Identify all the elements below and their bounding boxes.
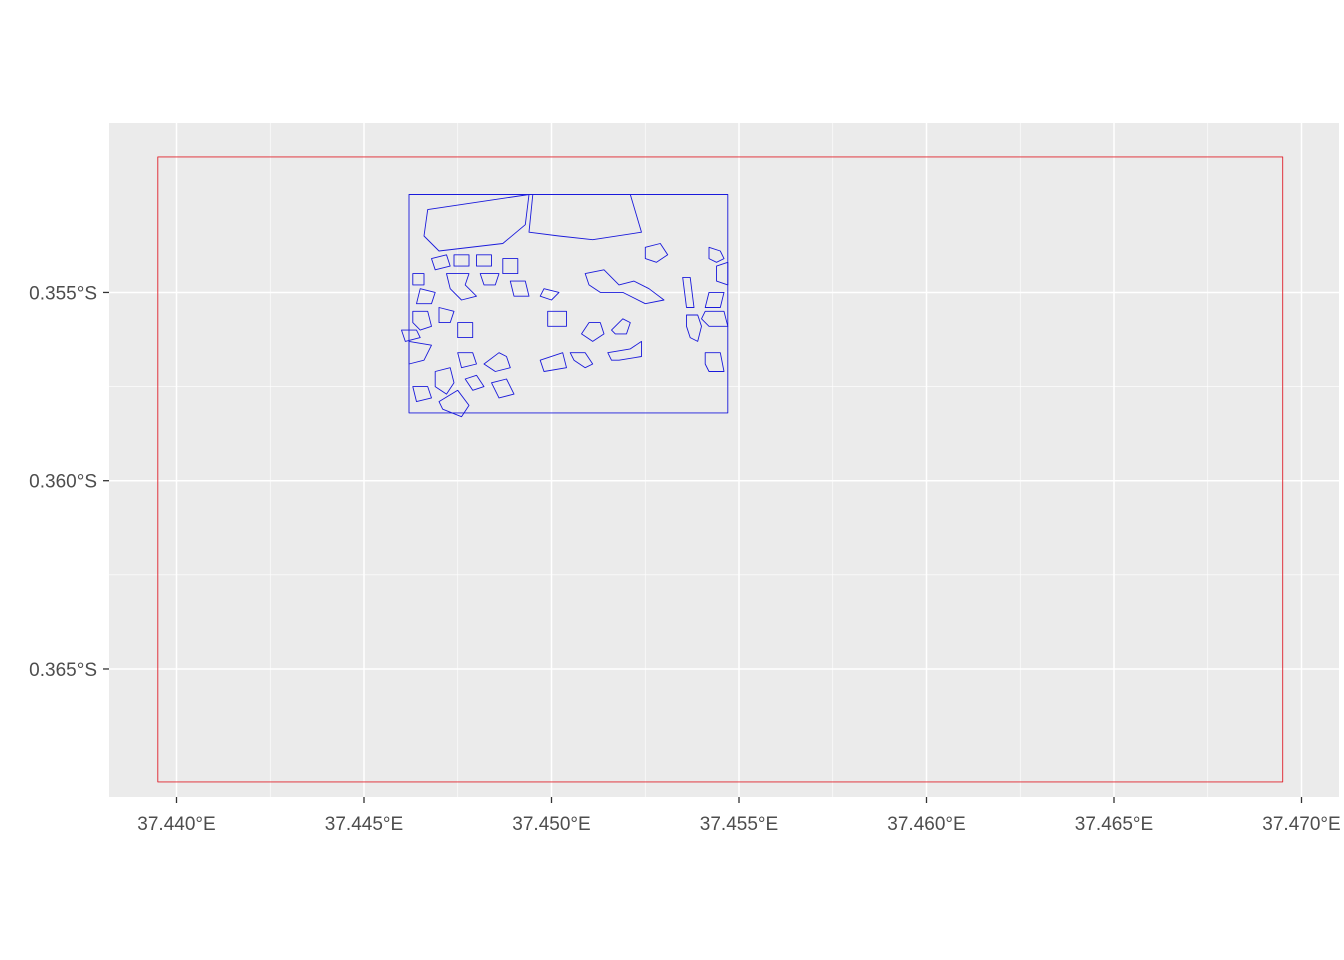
fields-polygon <box>716 261 729 286</box>
fields-polygon <box>569 352 594 369</box>
y-axis: 0.355°S 0.360°S 0.365°S <box>29 283 109 681</box>
fields-polygon <box>412 386 432 403</box>
fields-polygon <box>401 329 421 342</box>
outer-extent-polygon <box>157 156 1284 783</box>
x-tick-label: 37.460°E <box>887 814 965 835</box>
fields-polygon <box>704 291 725 308</box>
fields-polygon <box>438 389 470 418</box>
y-tick-label: 0.365°S <box>29 660 97 681</box>
fields-polygon <box>502 258 519 275</box>
x-tick-label: 37.470°E <box>1262 814 1340 835</box>
x-tick-label: 37.455°E <box>700 814 778 835</box>
plot-panel <box>109 123 1339 797</box>
fields-polygon <box>464 374 485 391</box>
fields-polygon <box>509 280 530 297</box>
x-tick-label: 37.440°E <box>137 814 215 835</box>
fields-polygon <box>408 340 432 365</box>
fields-polygon <box>644 243 669 263</box>
fields-polygon <box>412 273 425 286</box>
fields-polygon <box>704 352 725 372</box>
x-tick-label: 37.450°E <box>512 814 590 835</box>
fields-layer <box>401 194 729 418</box>
fields-polygon <box>686 314 702 342</box>
y-tick-label: 0.360°S <box>29 472 97 493</box>
fields-polygon <box>584 269 665 305</box>
fields-polygon <box>581 322 605 342</box>
y-tick-label: 0.355°S <box>29 283 97 304</box>
fields-polygon <box>434 367 455 395</box>
fields-polygon <box>611 318 631 335</box>
fields-polygon <box>412 310 432 331</box>
fields-polygon <box>528 194 642 241</box>
fields-polygon <box>491 378 515 399</box>
fields-polygon <box>682 276 695 308</box>
fields-polygon <box>431 254 451 271</box>
fields-polygon <box>483 352 511 372</box>
fields-polygon <box>438 307 455 324</box>
fields-polygon <box>476 254 492 267</box>
fields-polygon <box>708 246 725 263</box>
fields-polygon <box>423 194 530 252</box>
fields-polygon <box>446 273 477 301</box>
fields-polygon <box>416 288 436 305</box>
fields-polygon <box>701 310 729 327</box>
fields-polygon <box>453 254 470 267</box>
fields-polygon <box>539 352 567 372</box>
fields-polygon <box>479 273 500 286</box>
fields-polygon <box>539 288 560 301</box>
fields-polygon <box>547 310 567 327</box>
x-tick-label: 37.445°E <box>325 814 403 835</box>
fields-polygon <box>457 352 477 369</box>
map-layers <box>157 156 1284 783</box>
x-axis: 37.440°E 37.445°E 37.450°E 37.455°E 37.460°E… <box>137 797 1341 835</box>
fields-polygon <box>607 340 642 361</box>
x-tick-label: 37.465°E <box>1075 814 1153 835</box>
fields-polygon <box>457 322 474 339</box>
outer-extent-layer <box>157 156 1284 783</box>
